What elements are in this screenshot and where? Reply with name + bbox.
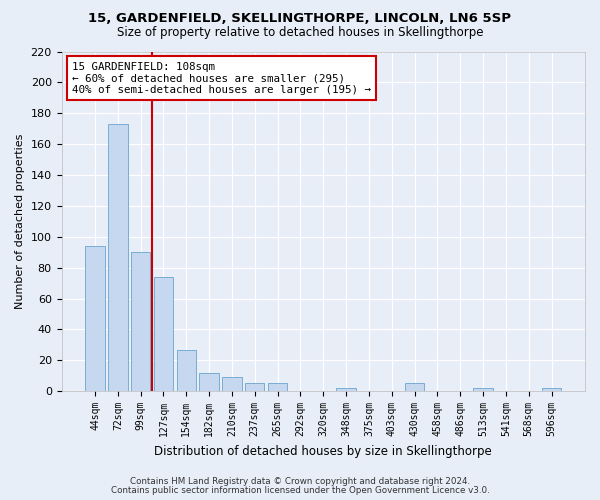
Bar [176, 350, 196, 391]
Bar [85, 246, 105, 391]
X-axis label: Distribution of detached houses by size in Skellingthorpe: Distribution of detached houses by size … [154, 444, 492, 458]
Text: 15, GARDENFIELD, SKELLINGTHORPE, LINCOLN, LN6 5SP: 15, GARDENFIELD, SKELLINGTHORPE, LINCOLN… [89, 12, 511, 26]
Bar [154, 277, 173, 391]
Bar [245, 384, 265, 391]
Bar [268, 384, 287, 391]
Bar [405, 384, 424, 391]
Bar [222, 378, 242, 391]
Bar [473, 388, 493, 391]
Bar [108, 124, 128, 391]
Text: 15 GARDENFIELD: 108sqm
← 60% of detached houses are smaller (295)
40% of semi-de: 15 GARDENFIELD: 108sqm ← 60% of detached… [72, 62, 371, 95]
Y-axis label: Number of detached properties: Number of detached properties [15, 134, 25, 309]
Text: Size of property relative to detached houses in Skellingthorpe: Size of property relative to detached ho… [117, 26, 483, 39]
Bar [131, 252, 151, 391]
Bar [542, 388, 561, 391]
Bar [199, 372, 219, 391]
Text: Contains HM Land Registry data © Crown copyright and database right 2024.: Contains HM Land Registry data © Crown c… [130, 477, 470, 486]
Text: Contains public sector information licensed under the Open Government Licence v3: Contains public sector information licen… [110, 486, 490, 495]
Bar [337, 388, 356, 391]
